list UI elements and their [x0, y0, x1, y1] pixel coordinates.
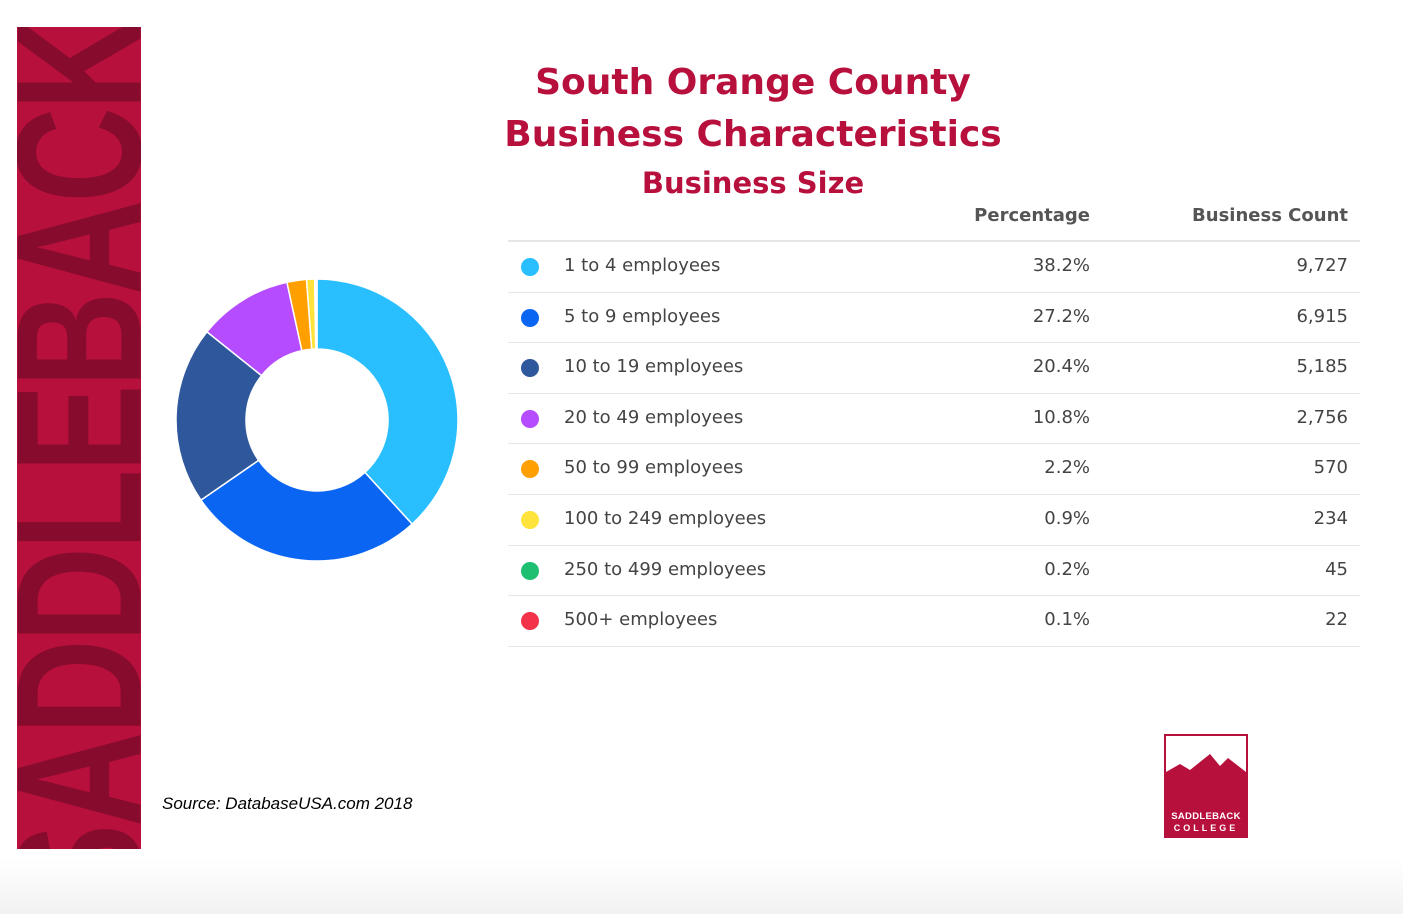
legend-swatch-2: [521, 359, 539, 378]
row-count: 2,756: [1296, 406, 1348, 428]
row-percentage: 38.2%: [1032, 255, 1090, 276]
legend-swatch-3: [521, 409, 539, 428]
row-count: 22: [1325, 609, 1348, 631]
row-label: 10 to 19 employees: [564, 356, 744, 378]
logo-text-line1: SADDLEBACK: [1171, 811, 1241, 822]
row-count: 570: [1313, 457, 1348, 479]
table-row: 5 to 9 employees 27.2% 6,915: [508, 293, 1360, 344]
row-percentage: 0.2%: [1044, 558, 1090, 580]
side-banner: SADDLEBACK: [17, 27, 141, 849]
legend-swatch-5: [521, 510, 539, 529]
table-row: 250 to 499 employees 0.2% 45: [508, 546, 1360, 597]
table-row: 100 to 249 employees 0.9% 234: [508, 495, 1360, 546]
page-subtitle: Business Characteristics: [504, 114, 1002, 155]
chart-title: Business Size: [641, 166, 865, 200]
legend-swatch-0: [521, 258, 539, 276]
row-count: 9,727: [1296, 255, 1348, 276]
donut-chart: [175, 278, 459, 562]
row-label: 250 to 499 employees: [564, 558, 767, 580]
header-business-count: Business Count: [1192, 205, 1348, 226]
legend-swatch-7: [521, 612, 539, 631]
row-percentage: 0.1%: [1044, 609, 1090, 631]
donut-slice-7: [315, 278, 318, 350]
logo-text-box: SADDLEBACK COLLEGE: [1166, 810, 1246, 836]
row-label: 5 to 9 employees: [564, 305, 721, 327]
bottom-band: [0, 858, 1403, 914]
table-row: 50 to 99 employees 2.2% 570: [508, 444, 1360, 495]
row-label: 20 to 49 employees: [564, 406, 744, 428]
row-label: 100 to 249 employees: [564, 507, 767, 529]
row-percentage: 27.2%: [1032, 305, 1090, 327]
donut-slice-0: [316, 278, 459, 526]
header-divider: [508, 240, 1360, 242]
header-percentage: Percentage: [974, 205, 1090, 226]
row-percentage: 0.9%: [1044, 507, 1090, 529]
row-count: 234: [1313, 507, 1348, 529]
source-note: Source: DatabaseUSA.com 2018: [162, 794, 413, 813]
table-row: 10 to 19 employees 20.4% 5,185: [508, 343, 1360, 394]
logo-text-line2: COLLEGE: [1173, 823, 1239, 833]
row-percentage: 10.8%: [1032, 406, 1090, 428]
row-label: 500+ employees: [564, 609, 718, 631]
row-label: 1 to 4 employees: [564, 255, 721, 276]
row-count: 5,185: [1296, 356, 1348, 378]
legend-swatch-6: [521, 561, 539, 580]
legend-swatch-1: [521, 308, 539, 327]
row-percentage: 20.4%: [1032, 356, 1090, 378]
row-count: 6,915: [1296, 305, 1348, 327]
mountain-icon: [1166, 754, 1246, 810]
page-title: South Orange County: [535, 62, 971, 103]
row-count: 45: [1325, 558, 1348, 580]
college-logo: SADDLEBACK COLLEGE: [1164, 734, 1248, 838]
table-row: 1 to 4 employees 38.2% 9,727: [508, 242, 1360, 293]
donut-slice-1: [199, 459, 414, 562]
donut-slice-2: [175, 330, 263, 502]
table-body: 1 to 4 employees 38.2% 9,727 5 to 9 employe…: [508, 242, 1360, 647]
row-label: 50 to 99 employees: [564, 457, 744, 479]
table-row: 500+ employees 0.1% 22: [508, 596, 1360, 647]
table-row: 20 to 49 employees 10.8% 2,756: [508, 394, 1360, 445]
legend-swatch-4: [521, 460, 539, 479]
row-percentage: 2.2%: [1044, 457, 1090, 479]
